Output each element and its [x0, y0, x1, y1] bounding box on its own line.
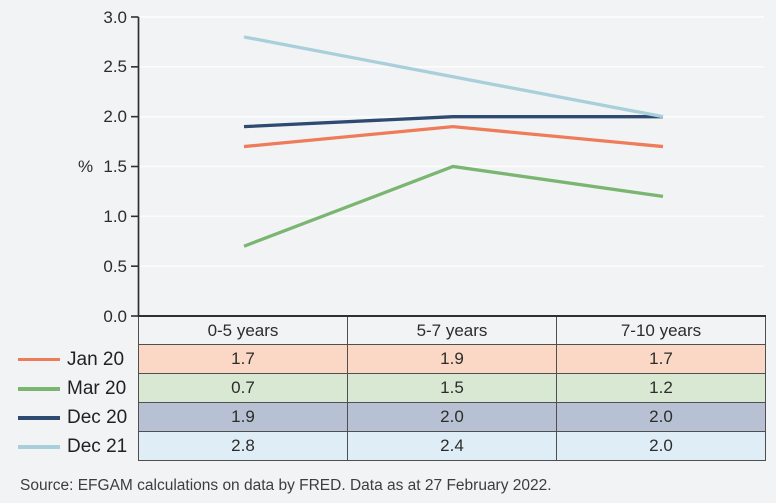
y-axis-tick-label: 2.0	[103, 107, 127, 127]
series-line-jan-20	[243, 124, 664, 149]
legend-label: Dec 20	[67, 406, 128, 428]
y-axis-tick-label: 3.0	[103, 7, 127, 27]
series-line-dec-20	[243, 115, 663, 129]
table-header-row: 0-5 years 5-7 years 7-10 years	[138, 315, 766, 345]
y-axis-unit-label: %	[78, 156, 94, 176]
y-axis-tick-label: 2.5	[103, 57, 127, 77]
y-axis-tick-label: 1.5	[103, 157, 127, 176]
legend-item: Dec 21	[18, 433, 136, 462]
table-row-dec-21: 2.8 2.4 2.0	[138, 431, 766, 461]
table-cell: 1.9	[138, 402, 348, 432]
legend-color-swatch	[18, 357, 60, 362]
legend-item: Dec 20	[18, 403, 136, 432]
y-axis-tick-label: 0.5	[103, 256, 127, 276]
legend-item: Jan 20	[18, 345, 136, 374]
table-cell: 0.7	[138, 373, 348, 403]
table-header-cell: 0-5 years	[138, 315, 348, 345]
table-cell: 2.4	[347, 431, 557, 461]
table-row-jan-20: 1.7 1.9 1.7	[138, 344, 766, 374]
table-cell: 1.2	[556, 373, 766, 403]
y-axis-tick-label: 0.0	[103, 306, 127, 326]
series-line-mar-20	[243, 164, 664, 248]
source-note: Source: EFGAM calculations on data by FR…	[20, 477, 552, 494]
legend-label: Jan 20	[67, 348, 125, 370]
y-axis-tick-label: 1.0	[103, 206, 127, 226]
legend: Jan 20 Mar 20 Dec 20 Dec 21	[18, 345, 136, 462]
legend-item: Mar 20	[18, 374, 136, 403]
table-cell: 2.0	[556, 402, 766, 432]
table-cell: 1.7	[138, 344, 348, 374]
table-row-dec-20: 1.9 2.0 2.0	[138, 402, 766, 432]
series-line-dec-21	[243, 35, 664, 119]
legend-color-swatch	[18, 416, 60, 420]
table-cell: 2.0	[556, 431, 766, 461]
legend-color-swatch	[18, 445, 60, 449]
legend-label: Dec 21	[67, 436, 128, 458]
table-cell: 1.5	[347, 373, 557, 403]
data-table: 0-5 years 5-7 years 7-10 years 1.7 1.9 1.7 0.…	[138, 315, 766, 461]
table-cell: 2.0	[347, 402, 557, 432]
legend-color-swatch	[18, 387, 60, 391]
table-header-cell: 5-7 years	[347, 315, 557, 345]
legend-label: Mar 20	[67, 377, 127, 399]
table-cell: 1.7	[556, 344, 766, 374]
table-cell: 2.8	[138, 431, 348, 461]
table-row-mar-20: 0.7 1.5 1.2	[138, 373, 766, 403]
table-header-cell: 7-10 years	[556, 315, 766, 345]
table-cell: 1.9	[347, 344, 557, 374]
